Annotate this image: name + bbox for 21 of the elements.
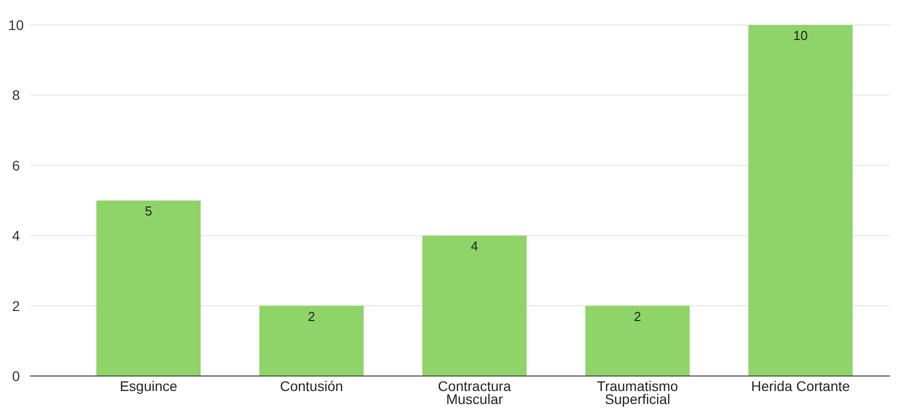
bar bbox=[422, 236, 527, 376]
bar bbox=[585, 306, 690, 376]
y-tick-label: 0 bbox=[12, 368, 20, 384]
y-tick-label: 10 bbox=[8, 17, 24, 33]
y-tick-label: 8 bbox=[12, 87, 20, 104]
x-tick-label: Traumatismo Superficial bbox=[596, 378, 678, 407]
data-label: 5 bbox=[144, 204, 152, 218]
x-tick-label: Contractura Muscular bbox=[438, 378, 512, 407]
bar bbox=[96, 200, 201, 376]
x-tick-label: Esguince bbox=[120, 378, 178, 394]
y-tick-label: 6 bbox=[12, 157, 20, 174]
y-tick-label: 2 bbox=[12, 298, 20, 314]
y-tick-label: 4 bbox=[12, 228, 20, 244]
bar bbox=[748, 25, 853, 376]
data-label: 10 bbox=[793, 28, 808, 43]
bar bbox=[259, 306, 364, 376]
x-tick-label: Herida Cortante bbox=[751, 378, 850, 394]
data-label: 2 bbox=[634, 308, 642, 324]
data-label: 2 bbox=[308, 308, 316, 324]
x-tick-label: Contusión bbox=[280, 378, 344, 394]
data-label: 4 bbox=[470, 238, 478, 254]
